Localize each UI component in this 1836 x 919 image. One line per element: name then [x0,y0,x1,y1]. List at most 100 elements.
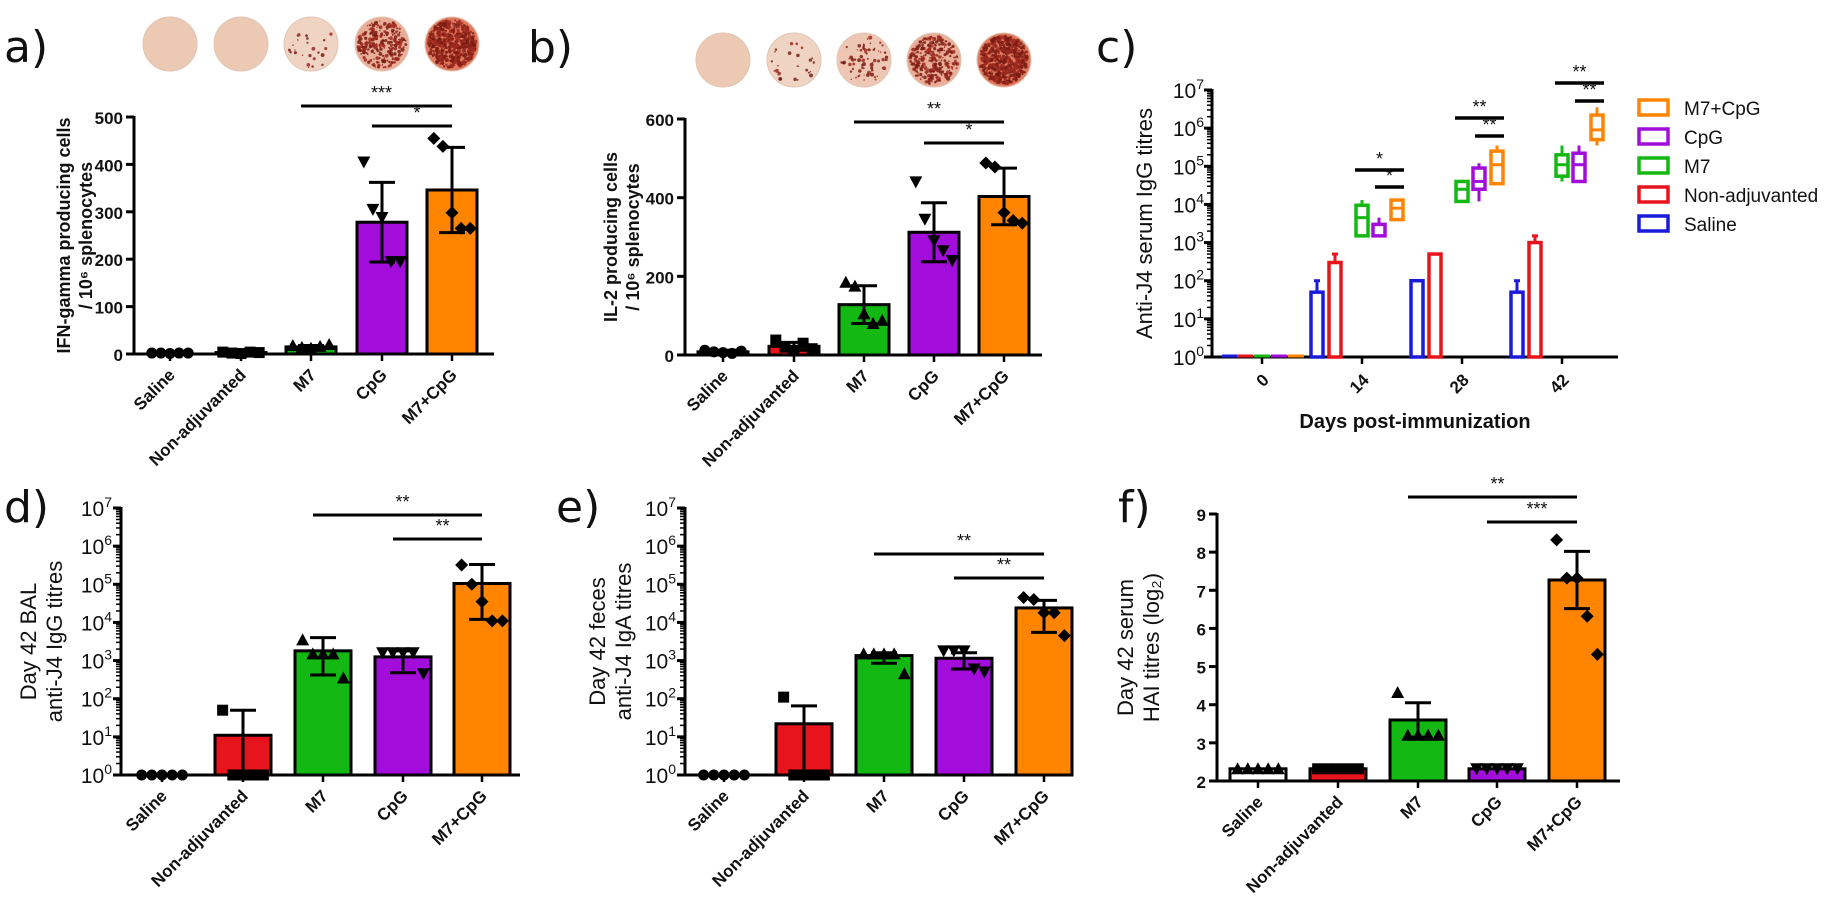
elispot-spot [1019,56,1022,58]
elispot-spot [917,44,921,48]
elispot-spot [936,35,941,40]
elispot-spot [465,27,470,32]
data-point [788,345,800,357]
elispot-spot [993,37,997,41]
elispot-spot [301,54,304,57]
elispot-spot [989,57,994,62]
panel-label-f: f) [1118,482,1151,533]
elispot-spot [927,43,932,48]
elispot-spot [378,52,383,56]
elispot-spot [363,58,368,62]
elispot-spot [951,50,956,54]
data-point [166,769,178,781]
elispot-spot [471,48,476,53]
elispot-spot [398,39,400,41]
elispot-spot [1000,77,1002,80]
elispot-spot [308,53,312,58]
elispot-spot [433,40,437,44]
elispot-spot [370,30,374,35]
x-tick-label: 42 [1546,370,1573,397]
elispot-spot [396,33,401,37]
elispot-spot [306,37,309,40]
elispot-spot [466,45,468,48]
elispot-spot [1019,62,1022,66]
elispot-spot [382,54,385,57]
data-point [818,769,830,781]
elispot-spot [865,48,868,51]
data-point [977,666,991,679]
significance-label: ** [435,516,449,536]
y-tick-label: 102 [645,685,676,712]
elispot-spot [467,50,470,54]
significance-label: ** [997,555,1011,575]
elispot-spot [945,70,950,75]
x-category-label: M7 [863,786,893,816]
data-point [1037,606,1051,620]
elispot-spot [1024,62,1027,65]
data-point [717,347,729,359]
x-category-label: Saline [130,365,179,414]
elispot-spot [445,22,448,25]
elispot-spot [919,68,923,72]
significance-label: ** [1472,97,1486,117]
elispot-spot [863,47,866,51]
elispot-spot [994,78,998,82]
elispot-spot [986,58,990,63]
elispot-spot [470,45,474,49]
elispot-spot [917,72,919,74]
x-tick-label: 0 [1253,370,1273,390]
data-point [326,647,340,660]
y-tick-label: 101 [645,723,676,750]
y-tick-label: 104 [645,608,676,635]
elispot-spot [396,30,399,33]
elispot-spot [931,74,935,77]
series-non-adjuvanted-bar [1527,240,1543,359]
y-axis-label-line2: anti-J4 IgA titres [611,563,636,721]
panel-f-hai-chart: 2 3 4 5 6 7 8 9 Day 42 serum HAI titres (log₂) Sal… [1113,474,1620,897]
elispot-spot [840,61,843,64]
elispot-spot [466,33,469,35]
elispot-spot [919,51,922,55]
elispot-spot [440,49,444,53]
data-point [708,346,720,358]
elispot-spot [389,36,393,41]
x-category-label: M7 [843,366,873,396]
elispot-spot [393,38,397,42]
data-point [779,341,791,353]
elispot-spot [391,33,394,36]
elispot-spot [391,46,393,49]
data-point [164,348,176,360]
elispot-spot [1001,75,1005,78]
elispot-spot [870,66,874,70]
elispot-spot [950,46,952,49]
y-tick-label: 0 [665,347,674,366]
elispot-spot [367,60,371,64]
elispot-spot [469,35,472,38]
y-axis-label-line2: HAI titres (log₂) [1139,573,1164,722]
legend-label: M7+CpG [1684,99,1761,120]
y-tick-label: 105 [1173,152,1204,179]
elispot-spot [1003,46,1008,51]
elispot-spot [445,38,449,42]
elispot-spot [992,42,996,47]
elispot-spot [307,66,310,68]
data-point [1015,216,1029,230]
elispot-spot [863,74,865,76]
elispot-spot [942,56,944,59]
elispot-spot [451,44,456,48]
elispot-spot [951,68,954,70]
elispot-spot [1009,68,1012,72]
significance-label: * [1386,166,1393,186]
elispot-spot [368,37,372,41]
elispot-spot [1021,49,1024,52]
y-tick-label: 107 [1173,76,1204,103]
data-point [1057,629,1071,643]
data-point [406,647,420,660]
elispot-spot [455,27,458,29]
elispot-spot [458,37,461,39]
series-m7-cpg-box [1489,149,1505,186]
elispot-spot [1014,57,1017,60]
elispot-spot [1019,41,1023,46]
elispot-spot [440,53,444,56]
elispot-spot [456,21,459,24]
